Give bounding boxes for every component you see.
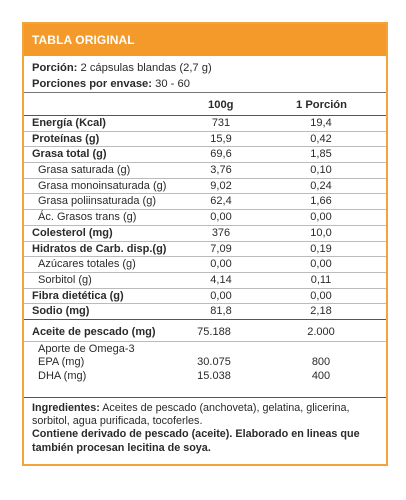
nutrient-value-portion: 0,10 xyxy=(310,164,332,177)
fish-oil-row: Aceite de pescado (mg) 75.188 2.000 xyxy=(24,326,386,342)
nutrient-value-portion: 0,00 xyxy=(310,211,332,224)
portion-line: Porción: 2 cápsulas blandas (2,7 g) xyxy=(32,60,378,76)
table-title: TABLA ORIGINAL xyxy=(24,24,386,56)
epa-name: EPA (mg) xyxy=(38,356,85,369)
nutrient-value-portion: 0,00 xyxy=(310,258,332,271)
nutrient-row: Grasa poliinsaturada (g) 62,4 1,66 xyxy=(24,194,386,211)
dha-portion: 400 xyxy=(311,369,331,382)
nutrient-name: Grasa total (g) xyxy=(32,148,107,161)
nutrient-name: Azúcares totales (g) xyxy=(38,258,136,271)
nutrient-value-100g: 0,00 xyxy=(210,258,232,271)
ingredients-section: Ingredientes: Aceites de pescado (anchov… xyxy=(24,398,386,455)
nutrient-row: Sorbitol (g) 4,14 0,11 xyxy=(24,273,386,289)
fish-oil-100g: 75.188 xyxy=(197,325,231,338)
omega-3-row: Aporte de Omega-3 xyxy=(24,343,386,357)
nutrient-name: Grasa monoinsaturada (g) xyxy=(38,179,167,192)
nutrient-row: Grasa saturada (g) 3,76 0,10 xyxy=(24,163,386,179)
nutrient-value-100g: 731 xyxy=(211,117,231,129)
fish-oil-name: Aceite de pescado (mg) xyxy=(32,325,156,338)
nutrient-row: Colesterol (mg) 376 10,0 xyxy=(24,226,386,242)
nutrient-name: Grasa poliinsaturada (g) xyxy=(38,195,157,208)
serving-info: Porción: 2 cápsulas blandas (2,7 g) Porc… xyxy=(24,56,386,93)
nutrient-row: Energía (Kcal) 731 19,4 xyxy=(24,116,386,132)
servings-per-pack-value: 30 - 60 xyxy=(155,78,190,90)
nutrient-name: Proteínas (g) xyxy=(32,132,100,145)
nutrient-table: Energía (Kcal) 731 19,4 Proteínas (g) 15,9 0,… xyxy=(24,116,386,320)
nutrient-row: Hidratos de Carb. disp.(g) 7,09 0,19 xyxy=(24,242,386,258)
nutrient-name: Fibra dietética (g) xyxy=(32,289,124,302)
nutrient-row: Grasa monoinsaturada (g) 9,02 0,24 xyxy=(24,179,386,195)
nutrient-value-portion: 10,0 xyxy=(310,226,332,239)
nutrient-row: Azúcares totales (g) 0,00 0,00 xyxy=(24,257,386,273)
column-headers: 100g 1 Porción xyxy=(24,93,386,116)
nutrient-row: Sodio (mg) 81,8 2,18 xyxy=(24,304,386,320)
omega-3-label: Aporte de Omega-3 xyxy=(38,342,135,355)
nutrient-name: Colesterol (mg) xyxy=(32,226,113,239)
servings-per-pack-label: Porciones por envase: xyxy=(32,78,152,90)
nutrient-value-portion: 0,11 xyxy=(310,273,332,286)
dha-100g: 15.038 xyxy=(197,369,231,382)
nutrient-value-portion: 0,42 xyxy=(310,132,332,145)
epa-row: EPA (mg) 30.075 800 xyxy=(24,356,386,370)
portion-value: 2 cápsulas blandas (2,7 g) xyxy=(80,62,212,74)
allergen-notice: Contiene derivado de pescado (aceite). E… xyxy=(32,428,360,454)
nutrient-row: Fibra dietética (g) 0,00 0,00 xyxy=(24,289,386,305)
nutrient-value-portion: 19,4 xyxy=(310,117,332,129)
column-header-100g: 100g xyxy=(208,99,234,111)
nutrient-value-portion: 1,85 xyxy=(310,148,332,161)
portion-label: Porción: xyxy=(32,62,78,74)
nutrient-value-portion: 1,66 xyxy=(310,195,332,208)
nutrient-value-100g: 4,14 xyxy=(210,273,232,286)
nutrient-value-100g: 81,8 xyxy=(210,305,232,318)
nutrient-value-100g: 0,00 xyxy=(210,289,232,302)
nutrient-value-100g: 62,4 xyxy=(210,195,232,208)
nutrition-label: TABLA ORIGINAL Porción: 2 cápsulas bland… xyxy=(22,22,388,466)
column-header-portion: 1 Porción xyxy=(296,99,347,111)
fish-oil-portion: 2.000 xyxy=(307,325,335,338)
dha-name: DHA (mg) xyxy=(38,369,87,382)
dha-row: DHA (mg) 15.038 400 xyxy=(24,370,386,384)
nutrient-value-portion: 0,19 xyxy=(310,242,332,255)
nutrient-value-100g: 69,6 xyxy=(210,148,232,161)
nutrient-value-portion: 2,18 xyxy=(310,305,332,318)
ingredients-line: Ingredientes: Aceites de pescado (anchov… xyxy=(32,402,378,428)
nutrient-value-100g: 7,09 xyxy=(210,242,232,255)
nutrient-value-100g: 3,76 xyxy=(210,164,232,177)
nutrient-value-portion: 0,00 xyxy=(310,289,332,302)
nutrient-value-portion: 0,24 xyxy=(310,179,332,192)
epa-portion: 800 xyxy=(311,356,331,369)
nutrient-value-100g: 376 xyxy=(211,226,231,239)
nutrient-row: Proteínas (g) 15,9 0,42 xyxy=(24,132,386,148)
nutrient-value-100g: 0,00 xyxy=(210,211,232,224)
nutrient-row: Ác. Grasos trans (g) 0,00 0,00 xyxy=(24,210,386,226)
ingredients-label: Ingredientes: xyxy=(32,401,100,414)
nutrient-value-100g: 15,9 xyxy=(210,132,232,145)
ingredients-text: Aceites de pescado (anchoveta), gelatina… xyxy=(32,401,350,428)
epa-100g: 30.075 xyxy=(197,356,231,369)
nutrient-name: Hidratos de Carb. disp.(g) xyxy=(32,242,167,255)
servings-per-pack-line: Porciones por envase: 30 - 60 xyxy=(32,76,378,92)
nutrient-row: Grasa total (g) 69,6 1,85 xyxy=(24,147,386,164)
fish-oil-section: Aceite de pescado (mg) 75.188 2.000 Apor… xyxy=(24,320,386,398)
nutrient-value-100g: 9,02 xyxy=(210,179,232,192)
nutrient-name: Ác. Grasos trans (g) xyxy=(38,211,137,224)
nutrient-name: Energía (Kcal) xyxy=(32,117,106,129)
nutrient-name: Sorbitol (g) xyxy=(38,273,92,286)
nutrient-name: Sodio (mg) xyxy=(32,305,90,318)
nutrient-name: Grasa saturada (g) xyxy=(38,164,131,177)
